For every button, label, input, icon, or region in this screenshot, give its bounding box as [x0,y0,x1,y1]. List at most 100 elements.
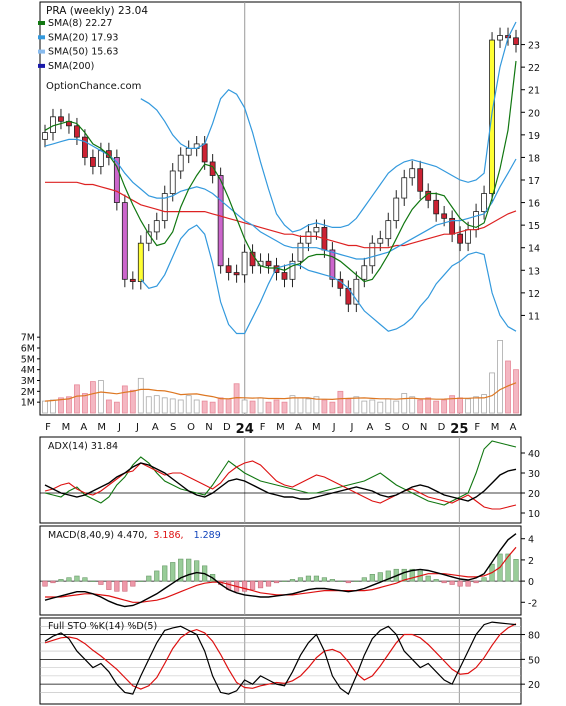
price-candle-body [161,193,168,222]
adx-minus-di-line [44,460,517,510]
volume-bar [121,385,128,414]
volume-bar [289,395,296,414]
volume-bar [457,397,464,414]
price-candle-body [441,213,448,219]
volume-axis-label: 5M [21,354,35,365]
macd-histogram-bar [473,580,479,584]
macd-histogram-bar [146,575,152,582]
price-candle-body [281,272,288,280]
price-candle-body [217,175,224,267]
volume-bar [265,401,272,414]
macd-histogram-bar [249,580,256,590]
macd-histogram-bar [162,565,168,582]
x-axis-label: A [295,422,302,433]
price-candle-body [409,168,416,179]
volume-bar [281,401,288,414]
volume-bar [217,397,224,414]
legend-entry: SMA(20) 17.93 [48,32,118,43]
adx-axis-tick-label: 40 [528,449,540,460]
price-candle-body [169,170,176,194]
price-candle-body [153,220,160,233]
volume-bar [433,400,440,414]
volume-bar [321,399,328,414]
macd-histogram-bar [433,579,439,582]
x-axis-label: O [187,422,195,433]
price-candle-body [177,154,184,172]
price-candle-body [233,272,240,276]
price-candle-body [89,157,96,167]
macd-histogram-bar [353,580,359,582]
volume-bar [385,398,392,414]
macd-axis-tick-label: 0 [528,577,534,588]
volume-axis-label: 4M [21,365,35,376]
volume-bar [313,396,320,414]
volume-bar [82,393,88,414]
legend-swatch [38,49,45,54]
price-candle-body [58,116,64,122]
volume-axis-label: 1M [21,398,35,409]
price-axis-tick-label: 22 [528,63,540,74]
legend-swatch [38,63,45,68]
volume-bar [161,397,168,414]
volume-bar [185,395,192,414]
price-candle-body [361,265,368,280]
x-axis-label: J [135,422,139,433]
macd-histogram-bar [194,560,200,582]
legend-swatch [38,35,45,40]
price-axis-tick-label: 13 [528,266,540,277]
x-axis-label: J [350,422,354,433]
volume-bar [145,396,152,414]
macd-axis-tick-label: 2 [528,556,534,567]
x-axis-label: M [62,422,71,433]
volume-bar [353,396,360,414]
volume-bar [497,340,503,414]
macd-line [44,533,517,608]
price-axis-tick-label: 12 [528,289,540,300]
x-axis-label: M [97,422,106,433]
macd-histogram-bar [329,579,335,582]
adx-panel: 10 20 30 40 [39,436,540,524]
volume-bar [241,399,248,414]
macd-panel-frame [39,525,522,616]
price-axis-tick-label: 11 [528,311,540,322]
macd-histogram-bar [42,580,48,587]
x-axis-label: 25 [450,422,468,437]
volume-bar [393,400,400,414]
volume-bar [249,400,256,414]
volume-bar [449,395,456,414]
macd-histogram-bar [401,568,407,582]
x-axis-label: N [420,422,427,433]
macd-histogram-bar [257,580,264,589]
legend-entry: SMA(200) [48,61,94,72]
macd-histogram-bar [154,570,160,582]
price-candle-body [385,220,392,240]
price-candle-body [209,161,216,176]
macd-histogram-bar [441,580,447,584]
macd-histogram-bar [369,574,375,582]
volume-bar [50,399,56,414]
volume-bar [97,380,104,414]
price-axis-tick-label: 21 [528,86,540,97]
adx-axis-tick-label: 20 [528,489,540,500]
macd-histogram-bar [82,577,88,582]
macd-axis-tick-label: 4 [528,535,534,546]
price-candle-body [289,260,296,280]
volume-axis-label: 7M [21,333,35,344]
bollinger-upper-line [140,21,517,233]
macd-histogram-bar [305,575,312,582]
volume-bar [42,400,48,414]
macd-histogram-bar [505,553,511,582]
macd-histogram-bar [425,575,431,582]
volume-bar [74,384,80,414]
macd-histogram-bar [170,562,176,582]
x-axis-label: S [385,422,391,433]
price-candle-body [329,249,336,280]
macd-histogram-bar [337,580,343,582]
price-candle-body [74,125,80,138]
x-axis-label: J [332,422,336,433]
macd-histogram-bar [138,580,144,582]
watermark: OptionChance.com [46,81,141,92]
price-axis-tick-label: 19 [528,131,540,142]
volume-bar [473,396,479,414]
price-candle-body [265,260,272,267]
